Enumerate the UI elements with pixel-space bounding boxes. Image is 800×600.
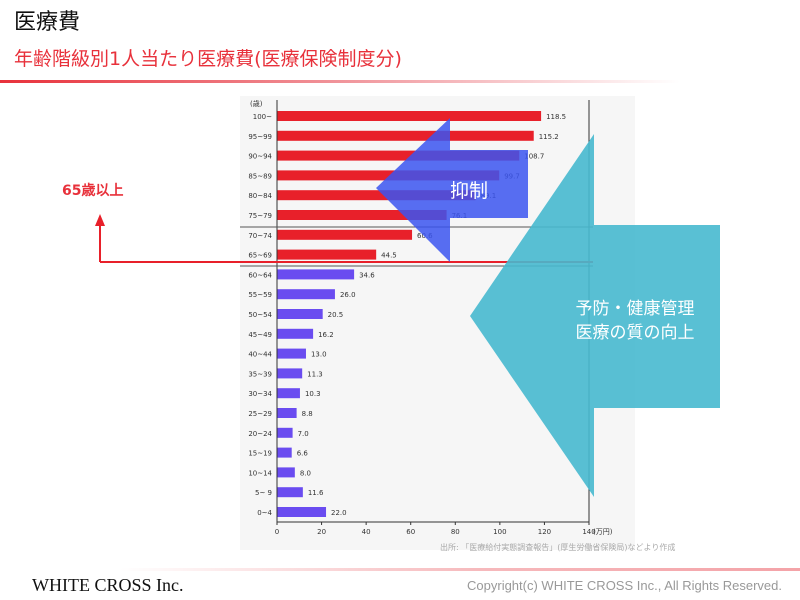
category-label: 5~ 9 <box>255 489 272 497</box>
category-label: 25~29 <box>248 410 272 418</box>
suppress-arrow <box>376 118 528 262</box>
bar <box>277 269 355 280</box>
page-subtitle: 年齢階級別1人当たり医療費(医療保険制度分) <box>14 48 402 70</box>
improve-arrow <box>470 134 720 497</box>
bar <box>277 170 500 181</box>
value-label: 115.2 <box>539 133 559 141</box>
category-label: 85~89 <box>248 172 272 180</box>
bar <box>277 229 413 240</box>
improve-label-line2: 医療の質の向上 <box>575 323 695 343</box>
bar <box>277 328 314 339</box>
category-label: 35~39 <box>248 370 272 378</box>
bars-layer <box>277 111 542 517</box>
category-label: 20~24 <box>248 430 272 438</box>
bar <box>277 467 295 478</box>
category-label: 70~74 <box>248 232 272 240</box>
improve-label-line1: 予防・健康管理 <box>575 299 695 319</box>
value-label: 8.0 <box>300 469 311 477</box>
x-tick-label: 40 <box>362 528 371 536</box>
category-label: 60~64 <box>248 271 272 279</box>
category-label: 50~54 <box>248 311 272 319</box>
value-label: 44.5 <box>381 252 397 260</box>
value-label: 26.0 <box>340 291 356 299</box>
value-label: 6.6 <box>297 450 309 458</box>
x-tick-label: 80 <box>451 528 460 536</box>
age-65-plus-label: 65歳以上 <box>62 183 124 199</box>
category-label: 0~4 <box>257 509 272 517</box>
overlay-layer <box>95 118 720 497</box>
category-label: 80~84 <box>248 192 272 200</box>
bar <box>277 210 447 220</box>
bar <box>277 388 300 399</box>
x-tick-label: 120 <box>538 528 551 536</box>
category-label: 95~99 <box>248 133 272 141</box>
value-label: 7.0 <box>298 430 309 438</box>
source-note: 出所: 「医療給付実態調査報告」(厚生労働省保険局)などより作成 <box>440 542 675 552</box>
bar <box>277 348 306 359</box>
title-underline <box>0 80 800 83</box>
x-unit-label: (万円) <box>593 528 613 536</box>
bar <box>277 289 335 300</box>
bar <box>277 368 303 379</box>
x-tick-label: 60 <box>406 528 415 536</box>
page-title: 医療費 <box>14 10 81 35</box>
bar <box>277 408 297 418</box>
suppress-label: 抑制 <box>450 180 489 202</box>
x-tick-label: 100 <box>493 528 506 536</box>
value-label: 8.8 <box>302 410 313 418</box>
value-label: 20.5 <box>328 311 344 319</box>
bar <box>277 190 476 201</box>
category-label: 45~49 <box>248 331 272 339</box>
bar <box>277 249 377 260</box>
bar <box>277 111 542 121</box>
bar <box>277 130 534 141</box>
value-label: 13.0 <box>311 351 327 359</box>
value-label: 22.0 <box>331 509 347 517</box>
value-label: 108.7 <box>524 153 544 161</box>
footer-band <box>0 568 800 571</box>
category-label: 90~94 <box>248 153 272 161</box>
copyright-text: Copyright(c) WHITE CROSS Inc., All Right… <box>467 578 782 593</box>
x-tick-label: 140 <box>582 528 595 536</box>
category-label: 65~69 <box>248 252 272 260</box>
category-label: 40~44 <box>248 351 272 359</box>
age-65-arrow-head <box>95 214 105 226</box>
category-label: 10~14 <box>248 469 272 477</box>
value-label: 34.6 <box>359 271 375 279</box>
value-label: 10.3 <box>305 390 321 398</box>
bar <box>277 150 520 161</box>
y-unit-label: (歳) <box>250 99 263 108</box>
bar <box>277 309 323 319</box>
value-label: 16.2 <box>318 331 334 339</box>
bar <box>277 507 327 517</box>
bar <box>277 447 292 458</box>
company-name: WHITE CROSS Inc. <box>32 575 184 595</box>
axis-layer: (歳)100~118.595~99115.290~94108.785~8999.… <box>248 99 675 552</box>
category-label: 55~59 <box>248 291 272 299</box>
value-label: 11.6 <box>308 489 324 497</box>
value-label: 118.5 <box>546 113 566 121</box>
bar <box>277 487 303 498</box>
bar <box>277 427 293 438</box>
category-label: 100~ <box>253 113 272 121</box>
x-tick-label: 20 <box>317 528 326 536</box>
category-label: 30~34 <box>248 390 272 398</box>
value-label: 11.3 <box>307 370 323 378</box>
x-tick-label: 0 <box>275 528 279 536</box>
category-label: 75~79 <box>248 212 272 220</box>
category-label: 15~19 <box>248 450 272 458</box>
